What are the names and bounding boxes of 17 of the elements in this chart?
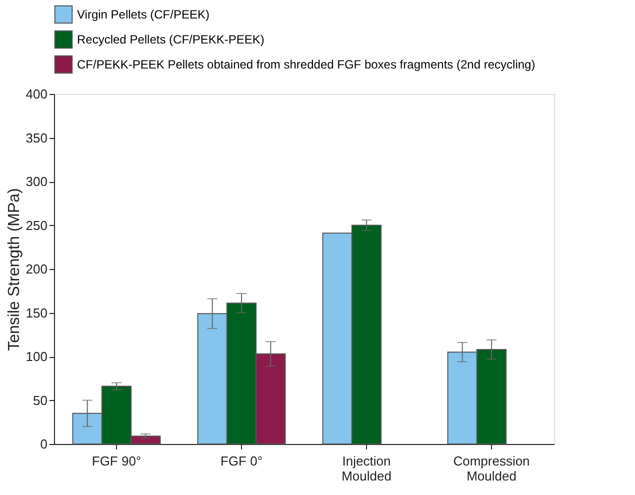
- y-axis-title: Tensile Strength (MPa): [6, 188, 23, 351]
- legend-label: CF/PEKK-PEEK Pellets obtained from shredded FGF boxes fragments (2nd recycling): [77, 58, 536, 72]
- y-tick-label: 0: [40, 436, 48, 452]
- x-tick-label: FGF 90°: [92, 454, 142, 468]
- x-tick-label: FGF 0°: [220, 454, 263, 468]
- y-tick-label: 400: [26, 86, 48, 102]
- y-tick-label: 300: [26, 174, 48, 189]
- x-tick-label: Compression Moulded: [453, 454, 530, 484]
- x-tick-label: Injection Moulded: [342, 454, 392, 484]
- legend-label: Virgin Pellets (CF/PEEK): [77, 8, 210, 22]
- y-tick-label: 250: [26, 218, 48, 233]
- legend-label: Recycled Pellets (CF/PEKK-PEEK): [77, 32, 264, 46]
- y-tick-label: 150: [26, 305, 48, 320]
- y-tick-label: 200: [26, 262, 48, 276]
- y-tick-label: 50: [33, 392, 48, 408]
- y-tick-label: 350: [26, 130, 48, 146]
- y-tick-label: 100: [26, 349, 48, 364]
